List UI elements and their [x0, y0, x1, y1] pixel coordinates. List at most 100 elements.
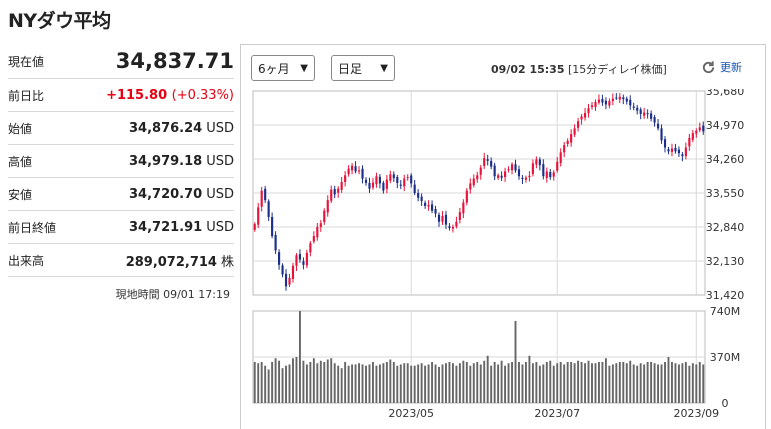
- candle-body: [629, 99, 632, 106]
- candle-body: [434, 208, 437, 214]
- stat-number: 289,072,714: [125, 254, 217, 270]
- price-tick-label: 32,840: [706, 221, 745, 234]
- volume-bar: [677, 364, 680, 403]
- candle-body: [399, 184, 402, 186]
- volume-bar: [347, 365, 350, 403]
- stat-row-open: 始値 34,876.24 USD: [8, 112, 234, 145]
- volume-bar: [618, 361, 621, 403]
- volume-bar: [636, 365, 639, 403]
- volume-bar: [424, 365, 427, 403]
- candle-body: [364, 179, 368, 183]
- candle-body: [267, 201, 270, 217]
- volume-bar: [538, 365, 541, 403]
- volume-bar: [507, 363, 510, 403]
- volume-bar: [358, 363, 361, 403]
- candle-body: [594, 102, 597, 108]
- candle-body: [295, 255, 298, 266]
- period-select-value: 6ヶ月: [258, 61, 290, 76]
- refresh-icon: [702, 60, 715, 73]
- volume-bar: [597, 361, 600, 403]
- candle-body: [420, 196, 423, 202]
- price-tick-label: 31,420: [706, 289, 745, 302]
- volume-bar: [531, 363, 534, 403]
- candle-body: [378, 176, 381, 184]
- candle-body: [427, 204, 430, 207]
- interval-select-value: 日足: [338, 61, 363, 76]
- candle-body: [604, 100, 607, 105]
- volume-bar: [406, 363, 409, 403]
- volume-bar: [524, 361, 527, 403]
- volume-bar: [483, 360, 486, 403]
- volume-bar: [434, 364, 437, 403]
- interval-select[interactable]: 日足 ▼: [331, 55, 395, 81]
- stat-row-low: 安値 34,720.70 USD: [8, 178, 234, 211]
- candle-body: [347, 168, 350, 175]
- volume-bar: [667, 357, 670, 403]
- candle-body: [437, 214, 441, 222]
- candle-body: [490, 160, 493, 167]
- candle-body: [684, 147, 687, 157]
- candle-body: [556, 161, 559, 171]
- volume-bar: [445, 363, 447, 403]
- candle-body: [698, 127, 701, 131]
- candle-body: [521, 177, 524, 180]
- volume-bar: [319, 360, 322, 403]
- volume-bar: [371, 361, 374, 403]
- volume-bar: [566, 361, 569, 403]
- candle-body: [691, 133, 694, 140]
- candle-body: [385, 179, 388, 189]
- volume-bar: [410, 365, 413, 403]
- candle-body: [486, 159, 489, 161]
- volume-tick-label: 370M: [710, 351, 741, 364]
- candle-body: [566, 140, 569, 144]
- volume-bar: [257, 363, 260, 403]
- volume-bar: [601, 361, 604, 403]
- volume-bar: [674, 363, 677, 403]
- candle-body: [361, 168, 364, 179]
- candle-body: [503, 171, 507, 178]
- volume-bar: [264, 365, 267, 403]
- volume-bar: [365, 365, 367, 403]
- change-percent: (+0.33%): [171, 87, 234, 103]
- stat-label: 高値: [8, 154, 33, 169]
- candle-body: [462, 202, 465, 214]
- volume-bar: [438, 366, 440, 403]
- local-time: 現地時間 09/01 17:19: [115, 288, 230, 301]
- volume-bar: [573, 363, 576, 403]
- volume-bar: [455, 365, 458, 403]
- candle-body: [549, 172, 552, 178]
- volume-bar: [253, 361, 256, 403]
- candle-body: [535, 159, 538, 165]
- stat-number: 34,720.70: [129, 186, 203, 202]
- price-tick-label: 35,680: [706, 89, 745, 98]
- stat-label: 始値: [8, 121, 33, 136]
- volume-bar: [278, 360, 281, 403]
- candle-body: [528, 175, 531, 178]
- volume-bar: [671, 361, 673, 403]
- candle-body: [302, 261, 305, 265]
- refresh-button[interactable]: 更新: [701, 59, 742, 75]
- candle-body: [677, 149, 681, 154]
- candle-body: [274, 234, 277, 251]
- candlestick-chart: 35,680 34,970 34,260 33,550 32,840 32,130 31,4…: [252, 89, 745, 420]
- period-select[interactable]: 6ヶ月 ▼: [251, 55, 315, 81]
- candle-body: [288, 277, 291, 285]
- candle-body: [413, 184, 416, 193]
- candle-body: [451, 227, 455, 229]
- stat-unit: USD: [206, 186, 234, 202]
- volume-bar: [559, 361, 562, 403]
- volume-bar: [622, 361, 625, 403]
- volume-bar: [413, 365, 416, 403]
- volume-bar: [469, 365, 472, 403]
- volume-bar: [695, 364, 698, 403]
- volume-bar: [632, 364, 635, 403]
- candle-body: [277, 252, 281, 265]
- candle-body: [333, 189, 336, 195]
- change-amount: +115.80: [106, 87, 168, 103]
- candle-body: [674, 147, 677, 152]
- candle-body: [291, 265, 295, 279]
- timestamp-value: 09/02 15:35: [491, 63, 565, 76]
- candle-body: [681, 154, 684, 157]
- candle-body: [563, 145, 566, 153]
- volume-bar: [344, 361, 347, 403]
